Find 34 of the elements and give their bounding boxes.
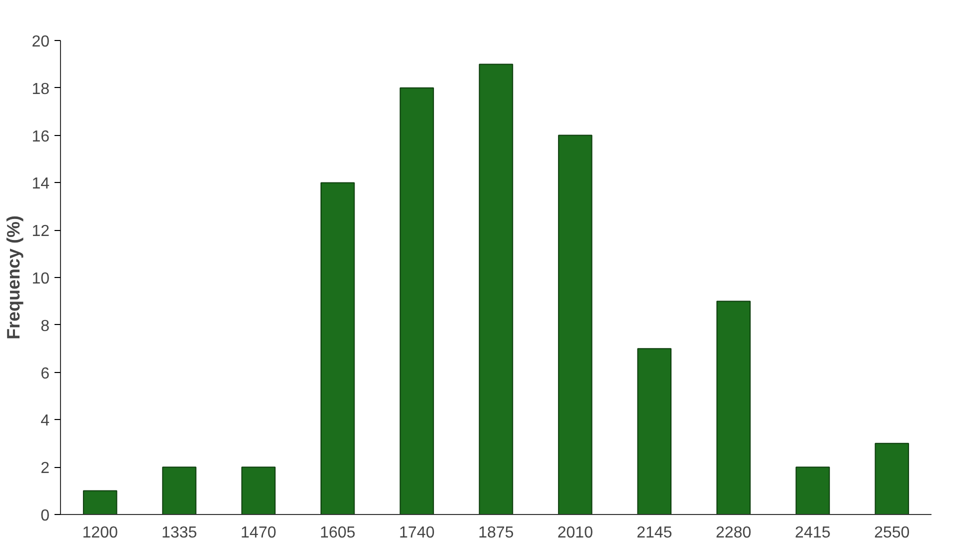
bar <box>558 134 592 514</box>
x-tick-label: 2550 <box>874 524 910 542</box>
bar <box>478 64 514 514</box>
x-tick-label: 2145 <box>636 524 672 542</box>
y-tick-label: 8 <box>40 318 50 335</box>
y-tick-label: 4 <box>40 412 50 430</box>
y-tick-label: 14 <box>32 176 50 193</box>
x-tick-label: 2010 <box>557 524 594 542</box>
x-tick-label: 1200 <box>82 524 118 542</box>
bar <box>716 300 751 514</box>
x-tick-label: 1470 <box>240 524 276 542</box>
bar <box>874 442 910 514</box>
x-tick-label: 2415 <box>794 524 831 542</box>
x-tick-label: 1335 <box>161 524 198 542</box>
x-tick-label: 1875 <box>478 524 514 542</box>
y-axis-title: Frequency (%) <box>4 215 24 340</box>
bar <box>162 466 196 514</box>
x-tick-label: 2280 <box>716 524 752 542</box>
x-tick-label: 1605 <box>320 524 356 542</box>
bar <box>320 182 355 514</box>
bar <box>82 490 118 514</box>
bar <box>241 466 276 514</box>
y-tick-label: 10 <box>32 270 50 288</box>
y-tick-label: 0 <box>40 508 50 524</box>
y-tick-label: 18 <box>32 80 50 98</box>
bar <box>400 87 434 514</box>
y-tick-label: 16 <box>32 128 50 146</box>
bar <box>637 348 672 514</box>
bar <box>796 466 830 514</box>
y-tick-label: 20 <box>32 34 50 50</box>
y-tick-label: 12 <box>32 223 50 240</box>
y-tick-label: 2 <box>40 460 50 478</box>
y-tick-label: 6 <box>40 365 50 382</box>
x-tick-label: 1740 <box>399 524 435 542</box>
